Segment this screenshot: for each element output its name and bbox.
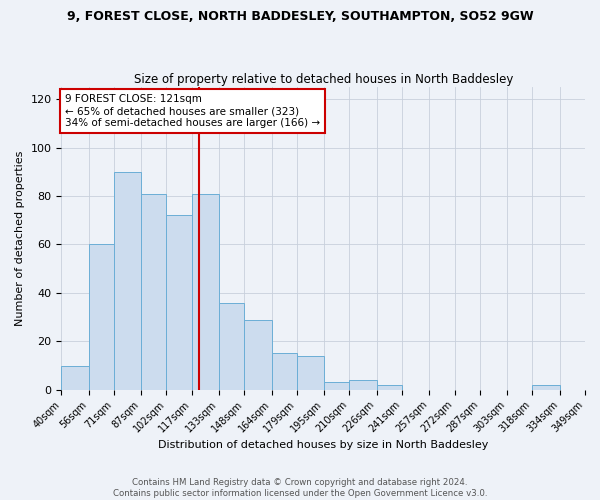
Bar [114, 172, 141, 390]
Bar [89, 244, 114, 390]
Bar [297, 356, 324, 390]
Bar [244, 320, 272, 390]
X-axis label: Distribution of detached houses by size in North Baddesley: Distribution of detached houses by size … [158, 440, 488, 450]
Bar [532, 385, 560, 390]
Bar [61, 366, 89, 390]
Bar [324, 382, 349, 390]
Title: Size of property relative to detached houses in North Baddesley: Size of property relative to detached ho… [134, 73, 513, 86]
Bar [166, 216, 192, 390]
Bar [141, 194, 166, 390]
Text: Contains HM Land Registry data © Crown copyright and database right 2024.
Contai: Contains HM Land Registry data © Crown c… [113, 478, 487, 498]
Bar [377, 385, 402, 390]
Bar [219, 302, 244, 390]
Text: 9, FOREST CLOSE, NORTH BADDESLEY, SOUTHAMPTON, SO52 9GW: 9, FOREST CLOSE, NORTH BADDESLEY, SOUTHA… [67, 10, 533, 23]
Bar [272, 354, 297, 390]
Y-axis label: Number of detached properties: Number of detached properties [15, 151, 25, 326]
Text: 9 FOREST CLOSE: 121sqm
← 65% of detached houses are smaller (323)
34% of semi-de: 9 FOREST CLOSE: 121sqm ← 65% of detached… [65, 94, 320, 128]
Bar [349, 380, 377, 390]
Bar [192, 194, 219, 390]
